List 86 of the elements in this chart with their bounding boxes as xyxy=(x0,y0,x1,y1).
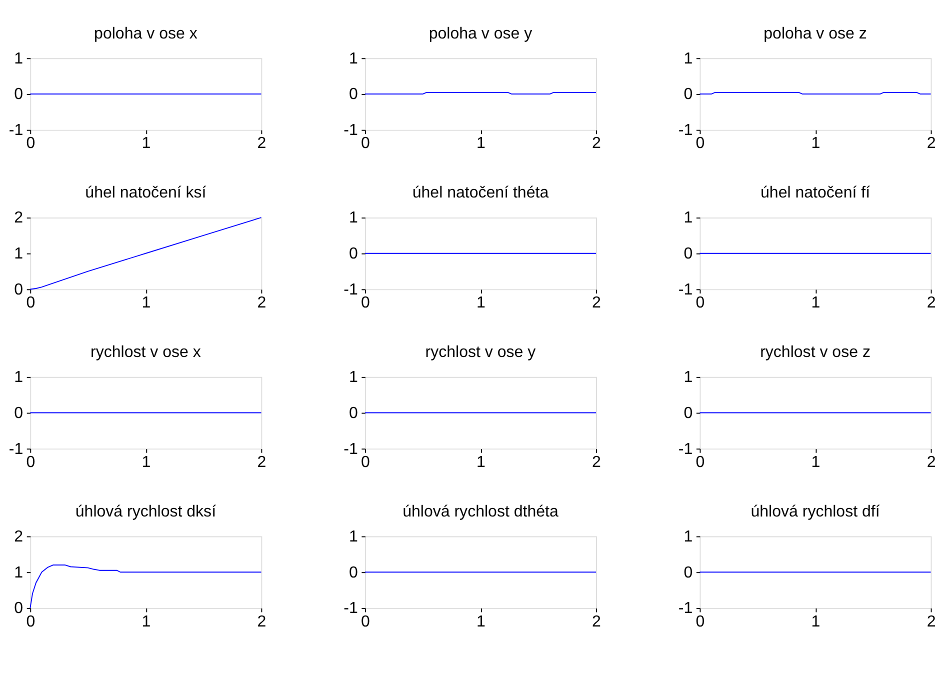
y-tick-label: 0 xyxy=(684,563,693,582)
x-tick-label: 0 xyxy=(26,452,36,471)
y-tick-label: 1 xyxy=(348,208,358,227)
x-tick-label: 1 xyxy=(811,612,820,630)
chart-title: úhel natočení ksí xyxy=(85,184,207,202)
y-tick-label: 1 xyxy=(348,49,358,68)
x-tick-label: 2 xyxy=(592,612,602,630)
x-tick-label: 1 xyxy=(476,452,486,471)
y-tick-label: 1 xyxy=(684,208,693,227)
y-tick-label: 1 xyxy=(684,49,693,68)
x-tick-label: 0 xyxy=(360,294,370,312)
y-tick-label: -1 xyxy=(344,121,358,140)
x-tick-label: 2 xyxy=(592,452,602,471)
x-tick-label: 1 xyxy=(811,294,820,312)
y-tick-label: 0 xyxy=(348,244,358,263)
x-tick-label: 2 xyxy=(257,294,266,312)
y-tick-label: 1 xyxy=(14,563,24,582)
x-tick-label: 0 xyxy=(696,134,705,152)
x-tick-label: 2 xyxy=(257,612,266,630)
y-tick-label: -1 xyxy=(344,280,358,298)
x-tick-label: 0 xyxy=(696,452,705,471)
chart-title: poloha v ose y xyxy=(428,24,532,42)
chart-title: úhlová rychlost dksí xyxy=(75,502,217,520)
y-tick-label: -1 xyxy=(678,121,693,140)
x-tick-label: 1 xyxy=(142,612,151,630)
x-tick-label: 2 xyxy=(592,294,602,312)
chart-title: úhlová rychlost dthéta xyxy=(402,502,558,520)
y-tick-label: 0 xyxy=(348,404,358,422)
y-tick-label: 0 xyxy=(684,85,693,104)
y-tick-label: -1 xyxy=(8,440,24,458)
x-tick-label: 0 xyxy=(26,294,36,312)
line-series xyxy=(30,217,262,290)
x-tick-label: 1 xyxy=(811,452,820,471)
x-tick-label: 0 xyxy=(26,612,36,630)
y-tick-label: 0 xyxy=(14,85,24,104)
x-tick-label: 1 xyxy=(476,294,486,312)
x-tick-label: 0 xyxy=(696,294,705,312)
y-tick-label: 0 xyxy=(348,85,358,104)
y-tick-label: 0 xyxy=(14,280,24,298)
x-tick-label: 2 xyxy=(926,294,936,312)
x-tick-label: 2 xyxy=(926,134,936,152)
chart-title: úhel natočení fí xyxy=(760,184,871,202)
y-tick-label: 2 xyxy=(14,208,24,227)
y-tick-label: -1 xyxy=(344,440,358,458)
chart-title: poloha v ose z xyxy=(764,24,867,42)
x-tick-label: 2 xyxy=(926,612,936,630)
x-tick-label: 0 xyxy=(696,612,705,630)
chart-title: poloha v ose x xyxy=(94,24,198,42)
x-tick-label: 2 xyxy=(592,134,602,152)
y-tick-label: -1 xyxy=(678,440,693,458)
y-tick-label: 1 xyxy=(14,49,24,68)
y-tick-label: 0 xyxy=(348,563,358,582)
y-tick-label: 0 xyxy=(684,244,693,263)
y-tick-label: 0 xyxy=(14,404,24,422)
y-tick-label: -1 xyxy=(8,121,24,140)
x-tick-label: 0 xyxy=(360,134,370,152)
chart-title: úhel natočení théta xyxy=(412,184,549,202)
y-tick-label: 0 xyxy=(684,404,693,422)
y-tick-label: 1 xyxy=(14,244,24,263)
y-tick-label: -1 xyxy=(678,280,693,298)
x-tick-label: 0 xyxy=(26,134,36,152)
x-tick-label: 1 xyxy=(142,294,151,312)
x-tick-label: 0 xyxy=(360,612,370,630)
x-tick-label: 2 xyxy=(257,134,266,152)
y-tick-label: 1 xyxy=(348,368,358,386)
chart-title: rychlost v ose y xyxy=(425,343,536,362)
x-tick-label: 2 xyxy=(926,452,936,471)
x-tick-label: 1 xyxy=(476,612,486,630)
y-tick-label: 0 xyxy=(14,599,24,618)
x-tick-label: 0 xyxy=(360,452,370,471)
x-tick-label: 1 xyxy=(811,134,820,152)
y-tick-label: 1 xyxy=(684,527,693,546)
x-tick-label: 2 xyxy=(257,452,266,471)
y-tick-label: -1 xyxy=(678,599,693,618)
chart-title: úhlová rychlost dfí xyxy=(750,502,880,520)
y-tick-label: -1 xyxy=(344,599,358,618)
chart-title: rychlost v ose z xyxy=(760,343,870,362)
y-tick-label: 1 xyxy=(14,368,24,386)
x-tick-label: 1 xyxy=(476,134,486,152)
chart-title: rychlost v ose x xyxy=(90,343,201,362)
x-tick-label: 1 xyxy=(142,134,151,152)
y-tick-label: 1 xyxy=(684,368,693,386)
y-tick-label: 2 xyxy=(14,527,24,546)
y-tick-label: 1 xyxy=(348,527,358,546)
line-series xyxy=(30,564,262,608)
x-tick-label: 1 xyxy=(142,452,151,471)
